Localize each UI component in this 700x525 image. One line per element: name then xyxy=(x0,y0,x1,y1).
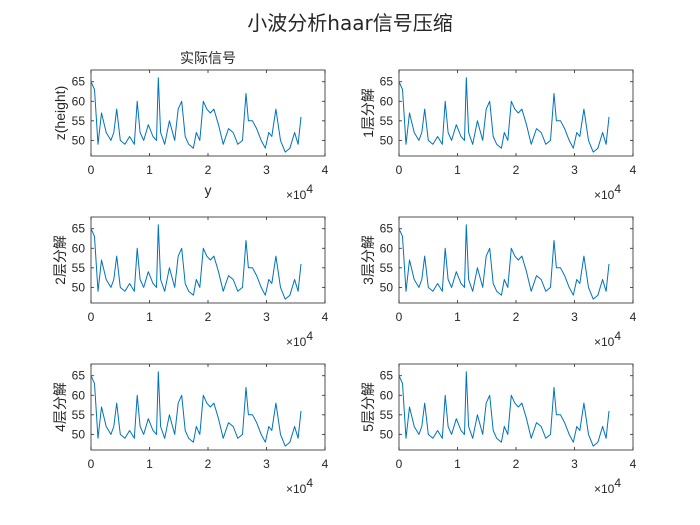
series-line-1 xyxy=(91,371,302,447)
axes-box xyxy=(90,69,326,157)
y-tick-label: 50 xyxy=(72,427,86,441)
y-tick-label: 65 xyxy=(380,369,394,383)
subplot-title: 实际信号 xyxy=(180,51,236,67)
axes-box xyxy=(90,363,326,451)
series-line-1 xyxy=(399,371,610,447)
x-tick-label: 1 xyxy=(146,457,153,471)
y-tick-label: 55 xyxy=(72,261,86,275)
figure-suptitle: 小波分析haar信号压缩 xyxy=(247,11,452,35)
y-axis-label: 4层分解 xyxy=(52,382,68,432)
x-axis-label: y xyxy=(205,182,212,198)
y-tick-label: 55 xyxy=(72,408,86,422)
y-tick-label: 60 xyxy=(380,94,394,108)
y-tick-label: 60 xyxy=(72,241,86,255)
x-exponent-label: ×104 xyxy=(594,329,621,349)
x-tick-label: 4 xyxy=(322,310,329,324)
x-tick-label: 0 xyxy=(88,163,95,177)
x-tick-label: 0 xyxy=(396,457,403,471)
x-exponent-label: ×104 xyxy=(286,476,313,496)
x-tick-label: 0 xyxy=(88,310,95,324)
x-tick-label: 4 xyxy=(630,163,637,177)
y-tick-label: 60 xyxy=(380,241,394,255)
axes-box xyxy=(398,363,634,451)
x-tick-label: 2 xyxy=(205,457,212,471)
x-tick-label: 4 xyxy=(322,163,329,177)
y-tick-label: 55 xyxy=(380,114,394,128)
subplot-3: 0 1 2 3 4 50 55 60 65 ×104 2层分解 xyxy=(52,216,329,349)
subplot-4: 0 1 2 3 4 50 55 60 65 ×104 3层分解 xyxy=(360,216,637,349)
x-tick-label: 3 xyxy=(263,457,270,471)
y-tick-label: 55 xyxy=(380,408,394,422)
x-tick-label: 2 xyxy=(205,163,212,177)
x-tick-label: 1 xyxy=(454,457,461,471)
subplot-2: 0 1 2 3 4 50 55 60 65 ×104 1层分解 xyxy=(360,69,637,202)
x-tick-label: 1 xyxy=(454,163,461,177)
series-line-1 xyxy=(399,77,610,153)
series-line-1 xyxy=(91,224,302,300)
x-exponent-label: ×104 xyxy=(594,182,621,202)
y-tick-label: 65 xyxy=(380,222,394,236)
x-tick-label: 2 xyxy=(205,310,212,324)
y-tick-label: 65 xyxy=(380,75,394,89)
axes-box xyxy=(398,69,634,157)
x-exponent-label: ×104 xyxy=(594,476,621,496)
y-tick-label: 50 xyxy=(380,427,394,441)
y-axis-label: 5层分解 xyxy=(360,382,376,432)
y-tick-label: 50 xyxy=(72,133,86,147)
x-tick-label: 2 xyxy=(513,163,520,177)
y-tick-label: 65 xyxy=(72,222,86,236)
x-tick-label: 0 xyxy=(88,457,95,471)
y-tick-label: 50 xyxy=(380,280,394,294)
y-tick-label: 55 xyxy=(380,261,394,275)
x-tick-label: 2 xyxy=(513,457,520,471)
y-tick-label: 60 xyxy=(72,388,86,402)
y-tick-label: 65 xyxy=(72,75,86,89)
y-tick-label: 65 xyxy=(72,369,86,383)
x-tick-label: 3 xyxy=(263,310,270,324)
subplot-5: 0 1 2 3 4 50 55 60 65 ×104 4层分解 xyxy=(52,363,329,496)
x-tick-label: 1 xyxy=(146,163,153,177)
subplot-1: 0 1 2 3 4 50 55 60 65 ×104 z(height) y 实际信号 xyxy=(52,51,329,202)
y-tick-label: 55 xyxy=(72,114,86,128)
x-tick-label: 1 xyxy=(146,310,153,324)
x-tick-label: 3 xyxy=(571,310,578,324)
y-tick-label: 60 xyxy=(72,94,86,108)
x-tick-label: 3 xyxy=(263,163,270,177)
x-tick-label: 4 xyxy=(322,457,329,471)
subplot-6: 0 1 2 3 4 50 55 60 65 ×104 5层分解 xyxy=(360,363,637,496)
y-axis-label: z(height) xyxy=(52,86,68,140)
y-tick-label: 50 xyxy=(380,133,394,147)
y-axis-label: 3层分解 xyxy=(360,235,376,285)
y-tick-label: 50 xyxy=(72,280,86,294)
x-exponent-label: ×104 xyxy=(286,329,313,349)
subplot-grid: 0 1 2 3 4 50 55 60 65 ×104 z(height) y 实际信号 0 1 2 3 4 50 55… xyxy=(52,51,637,496)
axes-box xyxy=(398,216,634,304)
x-tick-label: 1 xyxy=(454,310,461,324)
series-line-1 xyxy=(399,224,610,300)
x-tick-label: 0 xyxy=(396,163,403,177)
x-exponent-label: ×104 xyxy=(286,182,313,202)
series-line-1 xyxy=(91,77,302,153)
x-tick-label: 2 xyxy=(513,310,520,324)
y-axis-label: 1层分解 xyxy=(360,88,376,138)
y-tick-label: 60 xyxy=(380,388,394,402)
x-tick-label: 3 xyxy=(571,457,578,471)
x-tick-label: 0 xyxy=(396,310,403,324)
x-tick-label: 4 xyxy=(630,457,637,471)
x-tick-label: 3 xyxy=(571,163,578,177)
x-tick-label: 4 xyxy=(630,310,637,324)
y-axis-label: 2层分解 xyxy=(52,235,68,285)
